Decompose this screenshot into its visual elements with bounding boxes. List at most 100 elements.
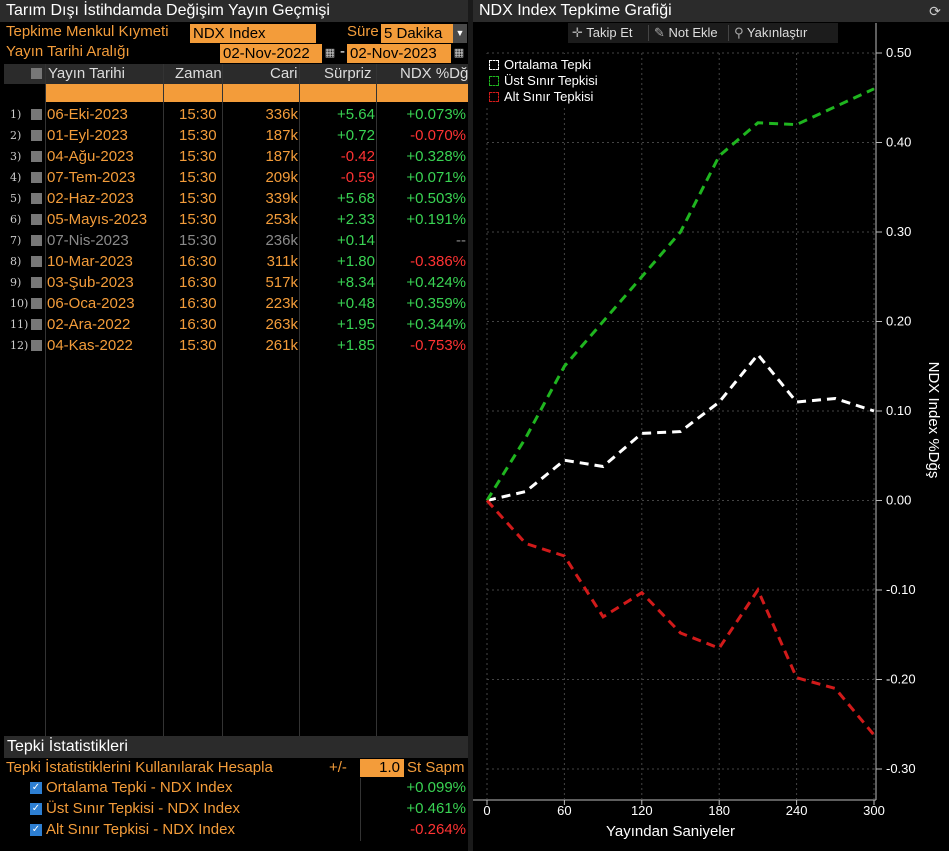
row-checkbox[interactable] bbox=[31, 235, 42, 246]
panel-divider[interactable] bbox=[468, 0, 473, 851]
row-number: 10) bbox=[10, 297, 29, 310]
row-checkbox[interactable] bbox=[31, 277, 42, 288]
ndx-change-value: +0.424% bbox=[406, 274, 466, 291]
row-checkbox[interactable] bbox=[31, 256, 42, 267]
row-number: 2) bbox=[10, 129, 22, 142]
column-divider bbox=[45, 64, 46, 736]
release-time: 15:30 bbox=[179, 211, 217, 228]
toolbar-separator bbox=[648, 25, 649, 41]
row-checkbox[interactable] bbox=[31, 151, 42, 162]
table-row[interactable]: 4) 07-Tem-2023 15:30 209k -0.59 +0.071% bbox=[4, 167, 468, 188]
y-tick-label: -0.10 bbox=[886, 582, 916, 597]
plus-minus-label: +/- bbox=[329, 759, 347, 776]
release-date: 07-Tem-2023 bbox=[47, 169, 136, 186]
date-to-input[interactable]: 02-Nov-2023 bbox=[347, 44, 451, 63]
table-row[interactable]: 9) 03-Şub-2023 16:30 517k +8.34 +0.424% bbox=[4, 272, 468, 293]
chart-panel-title-text: NDX Index Tepkime Grafiği bbox=[479, 2, 672, 19]
calendar-icon[interactable]: ▦ bbox=[453, 47, 465, 59]
stats-title: Tepki İstatistikleri bbox=[4, 736, 468, 758]
table-row[interactable]: 7) 07-Nis-2023 15:30 236k +0.14 -- bbox=[4, 230, 468, 251]
chevron-down-icon[interactable]: ▼ bbox=[453, 24, 467, 43]
date-from-input[interactable]: 02-Nov-2022 bbox=[220, 44, 322, 63]
header-time[interactable]: Zaman bbox=[175, 65, 222, 82]
row-checkbox[interactable] bbox=[31, 193, 42, 204]
table-row[interactable]: 1) 06-Eki-2023 15:30 336k +5.64 +0.073% bbox=[4, 104, 468, 125]
select-all-checkbox[interactable] bbox=[31, 68, 42, 79]
surprise-value: +1.80 bbox=[337, 253, 375, 270]
surprise-value: +5.68 bbox=[337, 190, 375, 207]
row-checkbox[interactable] bbox=[31, 130, 42, 141]
stats-checkbox[interactable]: ✓ bbox=[30, 824, 42, 836]
legend-label: Üst Sınır Tepkisi bbox=[504, 73, 598, 88]
y-tick-label: 0.20 bbox=[886, 314, 911, 329]
row-checkbox[interactable] bbox=[31, 298, 42, 309]
header-surprise[interactable]: Sürpriz bbox=[324, 65, 372, 82]
security-input[interactable]: NDX Index bbox=[190, 24, 316, 43]
stats-checkbox[interactable]: ✓ bbox=[30, 782, 42, 794]
zoom-button[interactable]: ⚲ Yakınlaştır bbox=[730, 23, 838, 43]
y-tick-label: -0.30 bbox=[886, 761, 916, 776]
track-button[interactable]: ✛ Takip Et bbox=[568, 23, 648, 43]
crosshair-icon: ✛ bbox=[572, 25, 583, 40]
header-ndx-change[interactable]: NDX %Dğş bbox=[400, 65, 476, 82]
legend-swatch bbox=[489, 76, 499, 86]
row-checkbox[interactable] bbox=[31, 214, 42, 225]
table-filter-row[interactable] bbox=[46, 84, 468, 102]
column-divider bbox=[376, 64, 377, 736]
legend-swatch bbox=[489, 60, 499, 70]
release-date: 04-Ağu-2023 bbox=[47, 148, 134, 165]
row-checkbox[interactable] bbox=[31, 172, 42, 183]
surprise-value: -0.59 bbox=[340, 169, 375, 186]
header-actual[interactable]: Cari bbox=[270, 65, 298, 82]
ndx-change-value: +0.328% bbox=[406, 148, 466, 165]
row-number: 9) bbox=[10, 276, 22, 289]
row-checkbox[interactable] bbox=[31, 319, 42, 330]
stdev-input[interactable]: 1.0 bbox=[360, 759, 404, 777]
x-tick-label: 240 bbox=[786, 803, 808, 818]
add-note-button-label: Not Ekle bbox=[668, 25, 718, 40]
table-row[interactable]: 5) 02-Haz-2023 15:30 339k +5.68 +0.503% bbox=[4, 188, 468, 209]
duration-select[interactable]: 5 Dakika bbox=[381, 24, 453, 43]
series-line bbox=[485, 87, 875, 502]
actual-value: 339k bbox=[265, 190, 298, 207]
table-row[interactable]: 8) 10-Mar-2023 16:30 311k +1.80 -0.386% bbox=[4, 251, 468, 272]
surprise-value: +5.64 bbox=[337, 106, 375, 123]
legend-label: Ortalama Tepki bbox=[504, 57, 592, 72]
date-range-label: Yayın Tarihi Aralığı bbox=[6, 43, 130, 60]
table-row[interactable]: 6) 05-Mayıs-2023 15:30 253k +2.33 +0.191% bbox=[4, 209, 468, 230]
ndx-change-value: +0.191% bbox=[406, 211, 466, 228]
surprise-value: +0.48 bbox=[337, 295, 375, 312]
stats-item: ✓ Üst Sınır Tepkisi - NDX Index +0.461% bbox=[4, 799, 468, 819]
row-number: 3) bbox=[10, 150, 22, 163]
header-release-date[interactable]: Yayın Tarihi bbox=[48, 65, 125, 82]
refresh-icon[interactable]: ⟳ bbox=[929, 3, 941, 19]
row-checkbox[interactable] bbox=[31, 109, 42, 120]
column-divider bbox=[299, 64, 300, 736]
surprise-value: -0.42 bbox=[340, 148, 375, 165]
release-time: 15:30 bbox=[179, 190, 217, 207]
security-label: Tepkime Menkul Kıymeti bbox=[6, 23, 169, 40]
x-tick-label: 0 bbox=[483, 803, 490, 818]
pencil-icon: ✎ bbox=[654, 25, 665, 40]
reaction-chart[interactable]: 0.50 0.40 0.30 0.20 0.10 0.00 -0.10 -0.20 -0.30 0… bbox=[473, 0, 949, 851]
x-tick-label: 300 bbox=[863, 803, 885, 818]
row-checkbox[interactable] bbox=[31, 340, 42, 351]
surprise-value: +1.85 bbox=[337, 337, 375, 354]
table-row[interactable]: 3) 04-Ağu-2023 15:30 187k -0.42 +0.328% bbox=[4, 146, 468, 167]
stats-checkbox[interactable]: ✓ bbox=[30, 803, 42, 815]
stats-item-label: Üst Sınır Tepkisi - NDX Index bbox=[46, 800, 240, 817]
surprise-value: +0.72 bbox=[337, 127, 375, 144]
row-number: 6) bbox=[10, 213, 22, 226]
x-tick-label: 180 bbox=[708, 803, 730, 818]
surprise-value: +8.34 bbox=[337, 274, 375, 291]
table-row[interactable]: 11) 02-Ara-2022 16:30 263k +1.95 +0.344% bbox=[4, 314, 468, 335]
actual-value: 253k bbox=[265, 211, 298, 228]
table-row[interactable]: 2) 01-Eyl-2023 15:30 187k +0.72 -0.070% bbox=[4, 125, 468, 146]
table-row[interactable]: 12) 04-Kas-2022 15:30 261k +1.85 -0.753% bbox=[4, 335, 468, 356]
release-date: 04-Kas-2022 bbox=[47, 337, 133, 354]
release-time: 15:30 bbox=[179, 232, 217, 249]
row-number: 1) bbox=[10, 108, 22, 121]
add-note-button[interactable]: ✎ Not Ekle bbox=[650, 23, 730, 43]
calendar-icon[interactable]: ▦ bbox=[324, 47, 336, 59]
table-row[interactable]: 10) 06-Oca-2023 16:30 223k +0.48 +0.359% bbox=[4, 293, 468, 314]
